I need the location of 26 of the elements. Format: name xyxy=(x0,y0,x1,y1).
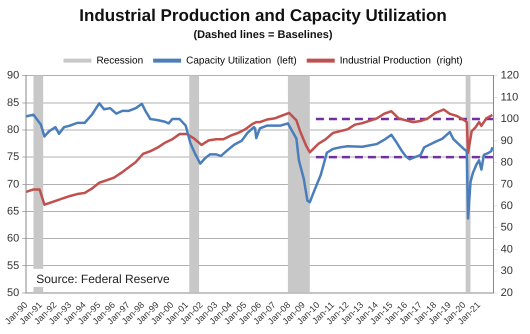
y-tick-label: 80 xyxy=(6,124,20,136)
chart-title: Industrial Production and Capacity Utilization xyxy=(79,6,447,25)
y2-tick-label: 110 xyxy=(500,91,518,104)
y-tick-label: 75 xyxy=(6,151,20,164)
y2-tick-label: 120 xyxy=(500,70,520,82)
y2-tick-label: 50 xyxy=(500,222,513,234)
y-tick-label: 70 xyxy=(6,178,20,190)
y2-tick-label: 20 xyxy=(500,286,513,299)
chart-subtitle: (Dashed lines = Baselines) xyxy=(193,29,333,42)
y-tick-label: 55 xyxy=(6,260,20,272)
annotation: Source: Federal Reserve xyxy=(36,272,170,286)
legend-label: Capacity Utilization (left) xyxy=(186,55,297,66)
y2-tick-label: 80 xyxy=(500,156,513,169)
y-tick-label: 65 xyxy=(6,205,20,218)
y2-tick-label: 70 xyxy=(500,178,513,190)
y2-tick-label: 60 xyxy=(500,200,513,212)
y-tick-label: 90 xyxy=(6,70,20,82)
legend-label: Industrial Production (right) xyxy=(340,55,463,66)
y-tick-label: 50 xyxy=(6,286,20,299)
y-tick-label: 85 xyxy=(6,96,20,109)
y2-tick-label: 40 xyxy=(500,243,513,256)
y-tick-label: 60 xyxy=(6,232,20,245)
y2-tick-label: 100 xyxy=(500,113,520,126)
legend-label: Recession xyxy=(96,55,144,66)
y2-tick-label: 90 xyxy=(500,134,513,147)
y2-tick-label: 30 xyxy=(500,265,513,278)
